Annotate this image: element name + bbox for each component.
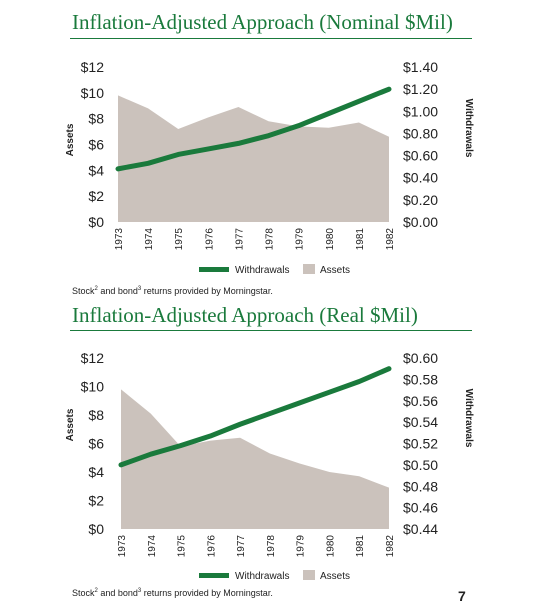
x-tick-label: 1977 — [234, 228, 245, 251]
y-tick-label: $8 — [88, 111, 104, 127]
y-tick-label: $6 — [88, 436, 104, 452]
chart-2-title-rule — [70, 330, 472, 331]
y-tick-label: $2 — [88, 188, 104, 204]
y-axis-title: Assets — [65, 408, 76, 441]
x-tick-label: 1979 — [295, 228, 306, 251]
legend-label-withdrawals: Withdrawals — [235, 265, 289, 276]
y2-tick-label: $0.60 — [403, 148, 438, 164]
legend-label-withdrawals: Withdrawals — [235, 571, 289, 582]
y-tick-label: $10 — [81, 379, 105, 395]
y-tick-label: $2 — [88, 493, 104, 509]
y-tick-label: $10 — [81, 85, 105, 101]
y-tick-label: $12 — [81, 59, 105, 75]
x-tick-label: 1981 — [355, 228, 366, 251]
page-number: 7 — [458, 588, 466, 604]
legend-label-assets: Assets — [320, 265, 350, 276]
y2-tick-label: $1.40 — [403, 59, 438, 75]
y2-tick-label: $0.60 — [403, 350, 438, 366]
y2-tick-label: $0.00 — [403, 214, 438, 230]
chart-1-source-note: Stock2 and bond3 returns provided by Mor… — [72, 286, 273, 296]
x-tick-label: 1976 — [204, 228, 215, 251]
x-tick-label: 1973 — [114, 228, 125, 251]
y2-tick-label: $0.40 — [403, 170, 438, 186]
assets-area — [121, 389, 389, 529]
x-tick-label: 1982 — [385, 535, 396, 558]
x-tick-label: 1980 — [325, 535, 336, 558]
y2-tick-label: $0.50 — [403, 457, 438, 473]
y2-tick-label: $0.54 — [403, 414, 438, 430]
x-tick-label: 1978 — [266, 535, 277, 558]
y2-tick-label: $1.00 — [403, 103, 438, 119]
y-tick-label: $6 — [88, 137, 104, 153]
legend-swatch-withdrawals — [199, 573, 229, 578]
legend-label-assets: Assets — [320, 571, 350, 582]
x-tick-label: 1977 — [236, 535, 247, 558]
x-tick-label: 1975 — [177, 535, 188, 558]
x-tick-label: 1976 — [206, 535, 217, 558]
y-tick-label: $0 — [88, 521, 104, 537]
y2-tick-label: $0.44 — [403, 521, 438, 537]
chart-1-nominal: $0 $2 $4 $6 $8 $10 $12 $0.00 $0.20 $0.40 $0.60 $0.8… — [65, 59, 474, 276]
x-tick-label: 1973 — [117, 535, 128, 558]
y2-axis-title: Withdrawals — [463, 99, 474, 158]
x-tick-label: 1982 — [385, 228, 396, 251]
x-tick-label: 1974 — [144, 228, 155, 251]
y-tick-label: $4 — [88, 162, 104, 178]
y-tick-label: $8 — [88, 407, 104, 423]
chart-2-real: $0 $2 $4 $6 $8 $10 $12 $0.44 $0.46 $0.48 $0.50 $0.5… — [65, 350, 474, 582]
legend-swatch-assets — [303, 264, 315, 274]
y2-tick-label: $0.52 — [403, 436, 438, 452]
y2-tick-label: $0.56 — [403, 393, 438, 409]
y-tick-label: $4 — [88, 464, 104, 480]
y2-tick-label: $0.46 — [403, 500, 438, 516]
withdrawals-line — [118, 366, 392, 468]
y-axis-title: Assets — [65, 123, 76, 156]
y2-tick-label: $0.58 — [403, 371, 438, 387]
x-tick-label: 1974 — [147, 535, 158, 558]
y2-tick-label: $0.20 — [403, 192, 438, 208]
y-tick-label: $0 — [88, 214, 104, 230]
y2-tick-label: $1.20 — [403, 81, 438, 97]
x-tick-label: 1980 — [325, 228, 336, 251]
chart-1-title: Inflation-Adjusted Approach (Nominal $Mi… — [72, 10, 453, 34]
x-tick-label: 1978 — [265, 228, 276, 251]
y2-axis-title: Withdrawals — [463, 389, 474, 448]
chart-2-title: Inflation-Adjusted Approach (Real $Mil) — [72, 303, 418, 327]
y-tick-label: $12 — [81, 350, 105, 366]
legend-swatch-withdrawals — [199, 267, 229, 272]
withdrawals-line — [115, 86, 392, 172]
legend-swatch-assets — [303, 570, 315, 580]
y2-tick-label: $0.48 — [403, 478, 438, 494]
x-tick-label: 1981 — [355, 535, 366, 558]
chart-1-title-rule — [70, 38, 472, 39]
y2-tick-label: $0.80 — [403, 125, 438, 141]
assets-area — [118, 95, 389, 222]
x-tick-label: 1975 — [174, 228, 185, 251]
chart-2-source-note: Stock2 and bond3 returns provided by Mor… — [72, 588, 273, 598]
x-tick-label: 1979 — [296, 535, 307, 558]
